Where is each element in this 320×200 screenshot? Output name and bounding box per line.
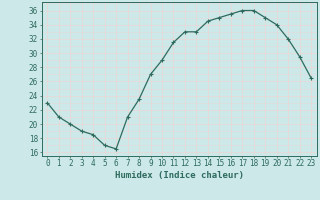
X-axis label: Humidex (Indice chaleur): Humidex (Indice chaleur) xyxy=(115,171,244,180)
